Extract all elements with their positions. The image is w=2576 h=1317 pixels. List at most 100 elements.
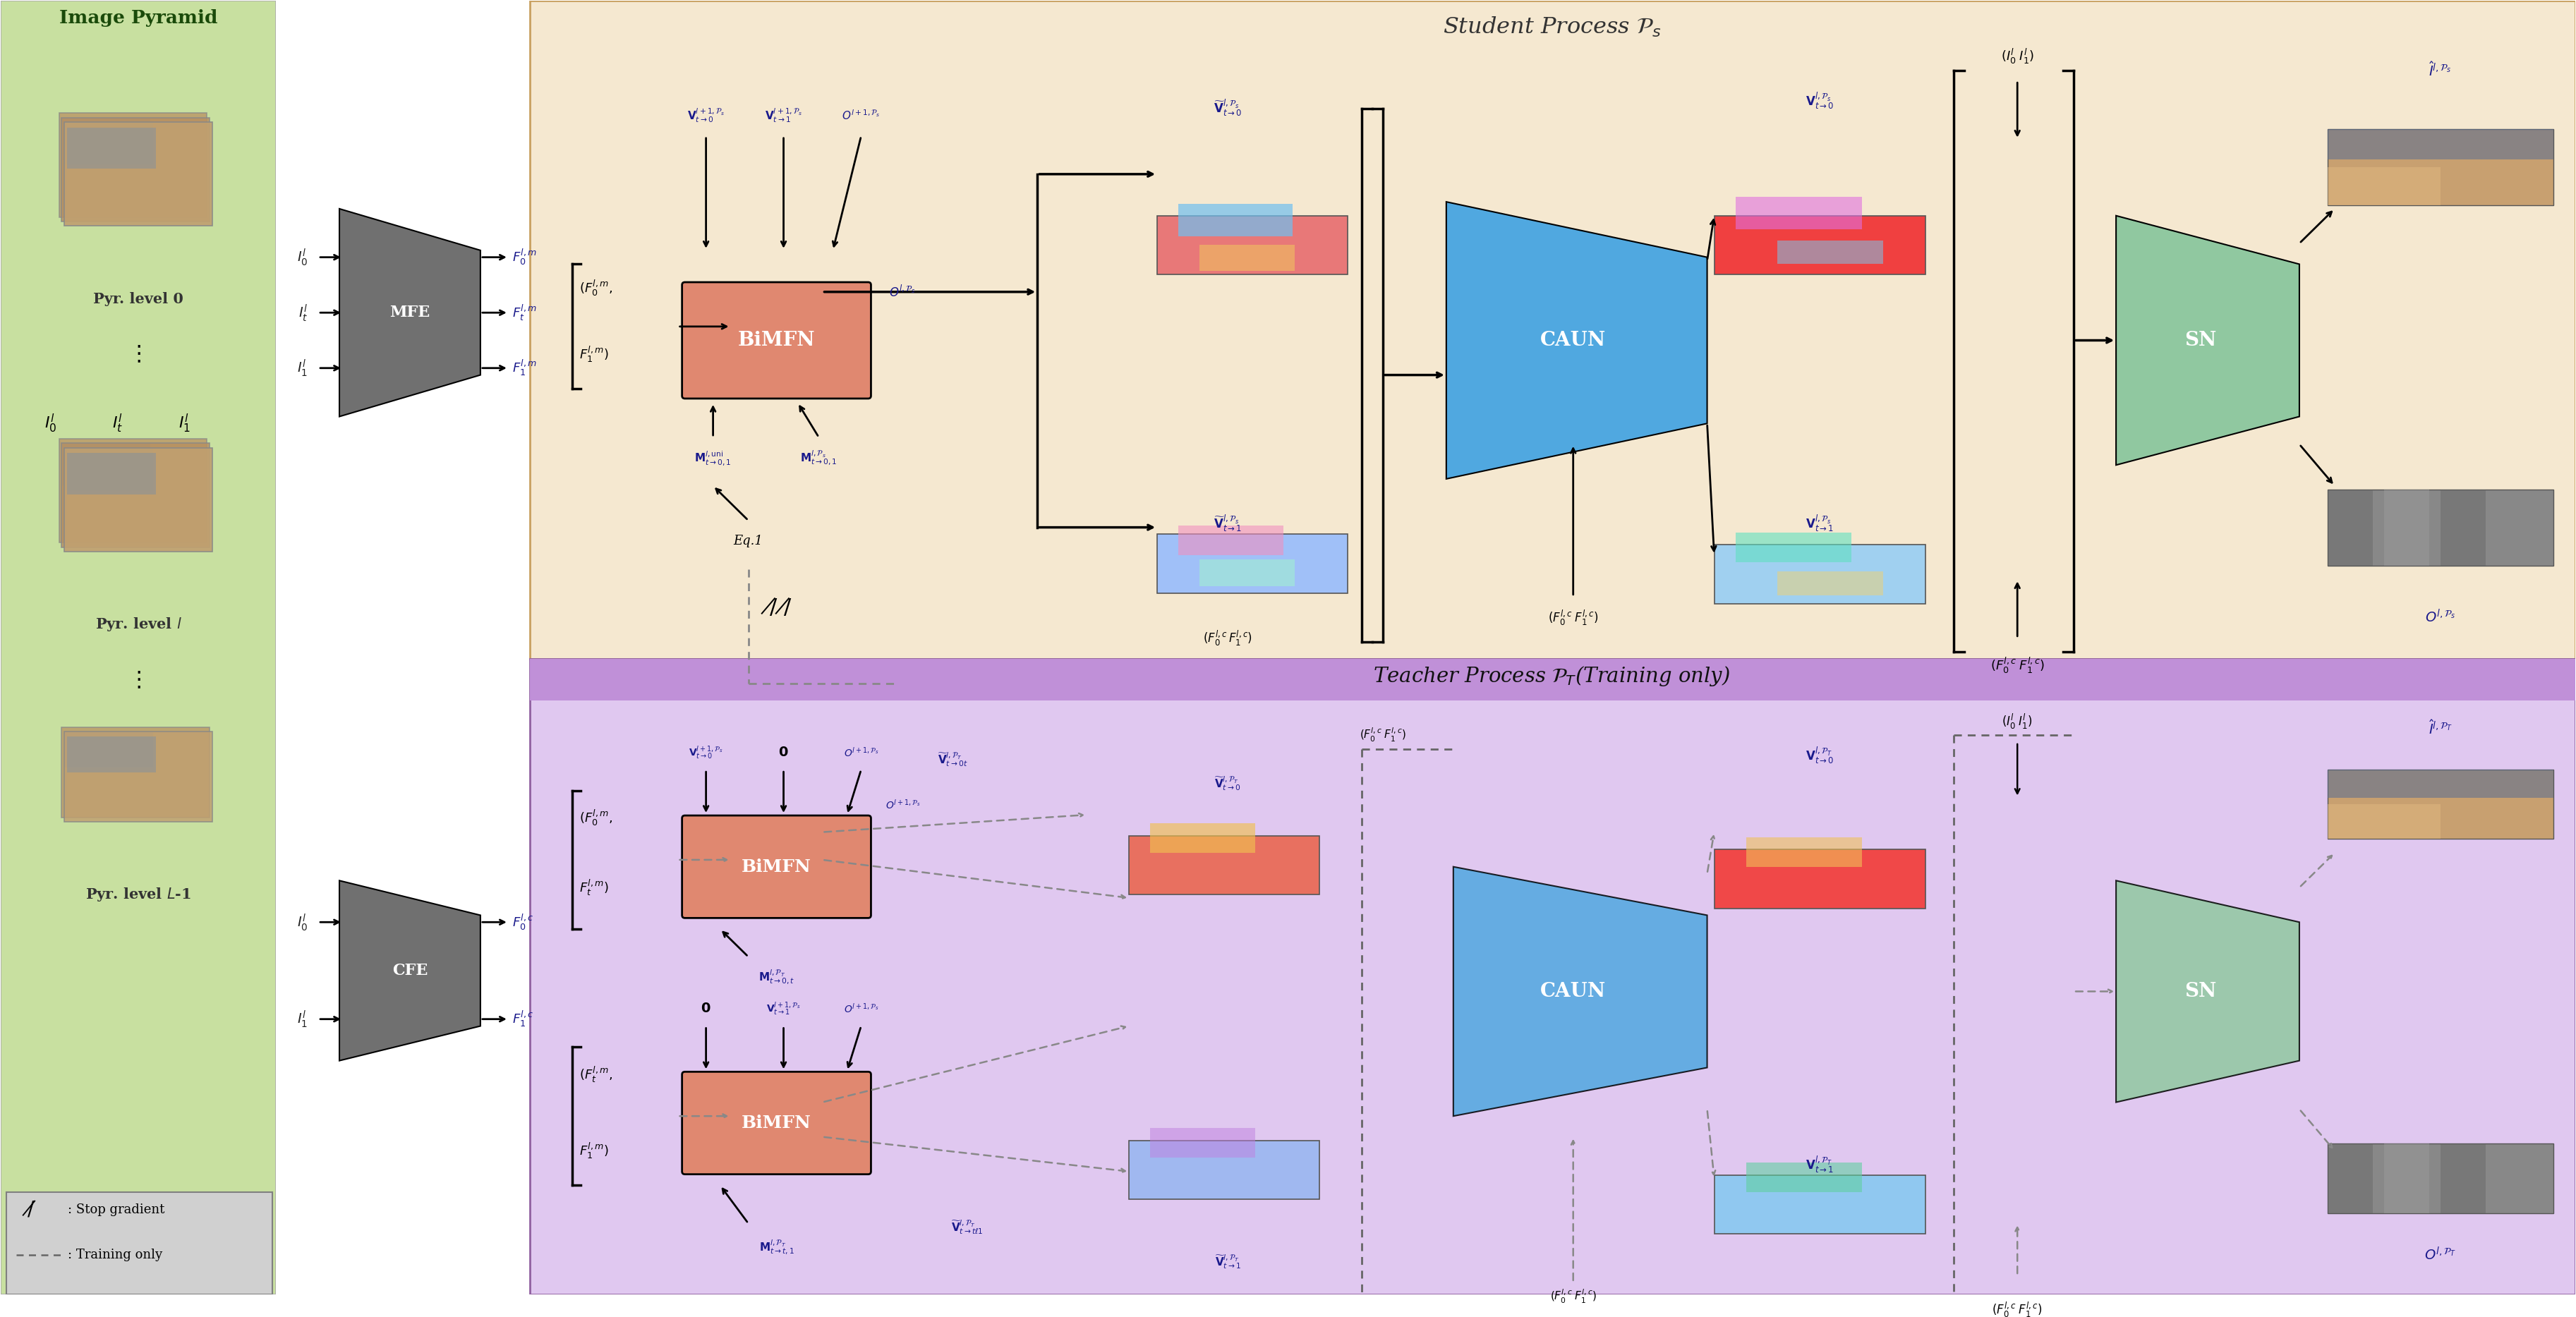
Text: $F_1^{l,m})$: $F_1^{l,m})$ <box>580 345 608 363</box>
Text: $\mathbf{M}_{t\rightarrow0,1}^{l,\text{uni}}$: $\mathbf{M}_{t\rightarrow0,1}^{l,\text{u… <box>696 449 732 466</box>
Text: $\mathbf{V}_{t\rightarrow1}^{l+1,\mathcal{P}_s}$: $\mathbf{V}_{t\rightarrow1}^{l+1,\mathca… <box>768 1001 801 1017</box>
Bar <box>1736 532 1852 562</box>
Text: $I_1^l$: $I_1^l$ <box>296 1009 307 1030</box>
Bar <box>67 736 157 772</box>
Text: $(F_t^{l,m},$: $(F_t^{l,m},$ <box>580 1065 613 1084</box>
Bar <box>67 128 157 169</box>
Bar <box>59 113 206 217</box>
Text: $(F_0^{l,m},$: $(F_0^{l,m},$ <box>580 279 613 298</box>
Text: $F_0^{l,m}$: $F_0^{l,m}$ <box>513 248 536 267</box>
Text: $O^{l,\mathcal{P}_s}$: $O^{l,\mathcal{P}_s}$ <box>2424 610 2455 626</box>
Bar <box>64 732 211 822</box>
Bar <box>1777 572 1883 595</box>
Bar <box>2329 167 2439 205</box>
Text: Student Process $\mathcal{P}_s$: Student Process $\mathcal{P}_s$ <box>1443 16 1662 40</box>
Bar <box>1157 535 1347 593</box>
Bar <box>1157 216 1347 274</box>
Text: Image Pyramid: Image Pyramid <box>59 9 216 28</box>
Text: $\mathbf{V}_{t\rightarrow1}^{l+1,\mathcal{P}_s}$: $\mathbf{V}_{t\rightarrow1}^{l+1,\mathca… <box>765 107 801 124</box>
Bar <box>1128 1141 1319 1200</box>
FancyBboxPatch shape <box>8 1192 273 1295</box>
Bar <box>1149 1129 1255 1158</box>
Bar <box>2329 129 2553 159</box>
Text: BiMFN: BiMFN <box>742 859 811 876</box>
FancyBboxPatch shape <box>683 815 871 918</box>
Text: CFE: CFE <box>392 963 428 979</box>
Text: $O^{l+1,\mathcal{P}_s}$: $O^{l+1,\mathcal{P}_s}$ <box>886 798 920 811</box>
Text: $\widetilde{\mathbf{V}}_{t\rightarrow1}^{l,\mathcal{P}_s}$: $\widetilde{\mathbf{V}}_{t\rightarrow1}^… <box>1213 514 1242 533</box>
Text: $\mathbf{0}$: $\mathbf{0}$ <box>701 1002 711 1015</box>
Bar <box>62 444 149 486</box>
Text: $I_0^l$: $I_0^l$ <box>44 412 57 435</box>
Text: $I_t^l$: $I_t^l$ <box>299 303 307 323</box>
Bar <box>276 1 531 1295</box>
Bar <box>2329 1143 2372 1213</box>
Text: $I_0^l$: $I_0^l$ <box>296 248 307 267</box>
Bar <box>2439 490 2486 565</box>
Text: : Training only: : Training only <box>67 1249 162 1260</box>
Text: $(F_0^{l,c}\;F_1^{l,c})$: $(F_0^{l,c}\;F_1^{l,c})$ <box>1360 727 1406 744</box>
Text: $\not\!\!/$: $\not\!\!/$ <box>760 597 778 618</box>
Text: $I_1^l$: $I_1^l$ <box>178 412 191 435</box>
Bar <box>1200 560 1296 586</box>
Polygon shape <box>1445 202 1708 479</box>
Bar <box>1713 849 1927 909</box>
Text: $(I_0^l\;I_1^l)$: $(I_0^l\;I_1^l)$ <box>2002 47 2035 66</box>
Text: $\widetilde{\mathbf{V}}_{t\rightarrow0t}^{l,\mathcal{P}_T}$: $\widetilde{\mathbf{V}}_{t\rightarrow0t}… <box>938 751 969 768</box>
Text: $(F_0^{l,c}\;F_1^{l,c})$: $(F_0^{l,c}\;F_1^{l,c})$ <box>1991 656 2045 676</box>
Text: $\mathbf{V}_{t\rightarrow0}^{l,\mathcal{P}_T}$: $\mathbf{V}_{t\rightarrow0}^{l,\mathcal{… <box>1806 747 1834 765</box>
Text: $O^{l,\mathcal{P}_T}$: $O^{l,\mathcal{P}_T}$ <box>2424 1246 2458 1263</box>
Bar <box>64 732 155 768</box>
FancyBboxPatch shape <box>531 658 2576 1295</box>
Text: Eq.1: Eq.1 <box>734 535 762 548</box>
Text: $\mathbf{V}_{t\rightarrow0}^{l+1,\mathcal{P}_s}$: $\mathbf{V}_{t\rightarrow0}^{l+1,\mathca… <box>688 107 724 124</box>
Bar <box>59 439 206 543</box>
Text: $O^{l+1,\mathcal{P}_s}$: $O^{l+1,\mathcal{P}_s}$ <box>842 1002 878 1015</box>
Text: $F_t^{l,m}$: $F_t^{l,m}$ <box>513 303 536 323</box>
Bar <box>1128 835 1319 894</box>
Bar <box>2439 1143 2486 1213</box>
Bar <box>1713 1175 1927 1234</box>
Text: $(F_0^{l,c}\;F_1^{l,c})$: $(F_0^{l,c}\;F_1^{l,c})$ <box>1548 608 1600 627</box>
Bar <box>1149 823 1255 853</box>
Text: ⋮: ⋮ <box>129 344 149 365</box>
Text: $\hat{I}^{l,\mathcal{P}_s}$: $\hat{I}^{l,\mathcal{P}_s}$ <box>2429 62 2452 79</box>
Bar <box>2329 490 2372 565</box>
Text: $(F_0^{l,m},$: $(F_0^{l,m},$ <box>580 809 613 828</box>
Bar <box>1777 241 1883 265</box>
Bar <box>2329 769 2553 839</box>
Text: $(F_0^{l,c}\;F_1^{l,c})$: $(F_0^{l,c}\;F_1^{l,c})$ <box>1551 1288 1597 1305</box>
Bar <box>2383 490 2429 565</box>
Bar <box>67 453 157 494</box>
Text: Pyr. level $l$: Pyr. level $l$ <box>95 616 183 632</box>
Bar <box>1747 838 1862 867</box>
Bar <box>2329 490 2553 565</box>
Bar <box>2329 1143 2553 1213</box>
Text: $\mathbf{M}_{t\rightarrow t,1}^{l,\mathcal{P}_T}$: $\mathbf{M}_{t\rightarrow t,1}^{l,\mathc… <box>760 1239 793 1256</box>
Polygon shape <box>1453 867 1708 1115</box>
Text: $(I_0^l\;I_1^l)$: $(I_0^l\;I_1^l)$ <box>2002 712 2032 731</box>
Text: $F_0^{l,c}$: $F_0^{l,c}$ <box>513 913 533 931</box>
Bar <box>531 658 2576 701</box>
Bar <box>1736 198 1862 229</box>
FancyBboxPatch shape <box>683 1072 871 1175</box>
Text: $\mathbf{M}_{t\rightarrow0,t}^{l,\mathcal{P}_T}$: $\mathbf{M}_{t\rightarrow0,t}^{l,\mathca… <box>757 969 793 986</box>
Text: CAUN: CAUN <box>1540 982 1605 1001</box>
Bar <box>1713 216 1927 274</box>
Polygon shape <box>2115 881 2300 1102</box>
Text: BiMFN: BiMFN <box>742 1114 811 1131</box>
Text: $\mathbf{0}$: $\mathbf{0}$ <box>778 745 788 759</box>
Polygon shape <box>340 881 479 1060</box>
Bar <box>2329 769 2553 798</box>
Bar <box>1177 204 1293 237</box>
Text: $O^{l+1,\mathcal{P}_s}$: $O^{l+1,\mathcal{P}_s}$ <box>842 109 881 122</box>
Bar <box>1747 1163 1862 1192</box>
FancyBboxPatch shape <box>531 1 2576 658</box>
Text: Pyr. level 0: Pyr. level 0 <box>93 292 183 306</box>
Text: $F_1^{l,c}$: $F_1^{l,c}$ <box>513 1010 533 1029</box>
Bar <box>1713 545 1927 603</box>
Bar <box>64 122 211 227</box>
Text: $\hat{I}^{l,\mathcal{P}_T}$: $\hat{I}^{l,\mathcal{P}_T}$ <box>2429 719 2452 738</box>
Text: $I_1^l$: $I_1^l$ <box>296 358 307 378</box>
Text: : Stop gradient: : Stop gradient <box>67 1204 165 1216</box>
